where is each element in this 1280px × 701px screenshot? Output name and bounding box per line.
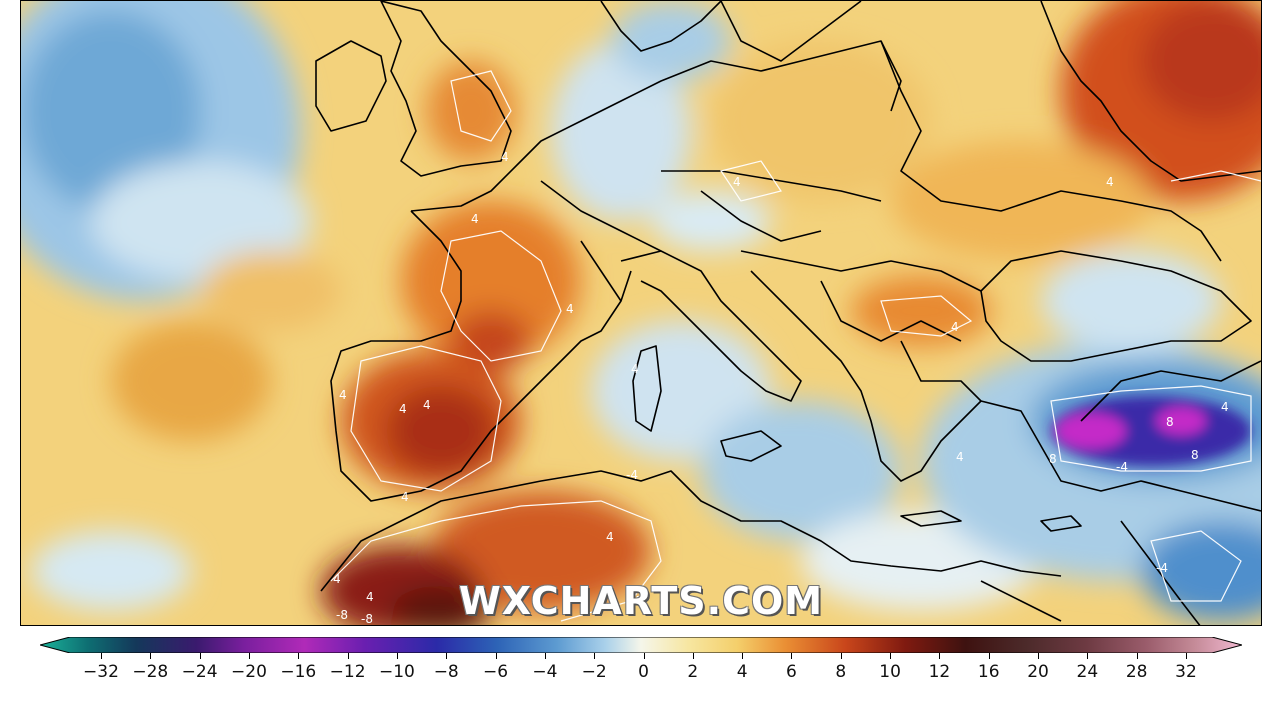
contour-label: 4 [471, 212, 479, 226]
colorbar-tick-mark [298, 653, 300, 659]
colorbar-tick-label: −10 [378, 662, 415, 682]
colorbar [40, 637, 1242, 653]
colorbar-tick-mark [742, 653, 744, 659]
contour-labels: 4 4 4 4 4 4 4 4 4 4 4 4 4 4 4 4 4 8 8 8 … [333, 150, 1229, 626]
colorbar-tick-mark [199, 653, 201, 659]
colorbar-tick-mark [1186, 653, 1187, 659]
contour-label: -4 [626, 468, 638, 482]
colorbar-tick-mark [840, 653, 842, 659]
colorbar-tick-label: 4 [736, 662, 748, 682]
colorbar-tick-label: −6 [483, 662, 509, 682]
colorbar-tick-mark [101, 653, 102, 659]
contours [330, 70, 1261, 622]
anomaly-core [1051, 396, 1251, 466]
anomaly-map: 4 4 4 4 4 4 4 4 4 4 4 4 4 4 4 4 4 8 8 8 … [20, 0, 1262, 626]
colorbar-tick-mark [396, 653, 398, 659]
contour-label: 4 [399, 402, 407, 416]
contour-label: 4 [423, 398, 431, 412]
contour-label: 4 [1221, 400, 1229, 414]
contour-label: 4 [339, 388, 347, 402]
colorbar-tick-label: −2 [581, 662, 607, 682]
colorbar-tick-label: 12 [928, 662, 951, 682]
colorbar-tick-label: −8 [433, 662, 459, 682]
contour-label: 4 [366, 590, 374, 604]
contour-label: 8 [1166, 415, 1174, 429]
colorbar-tick-mark [890, 653, 892, 659]
colorbar-tick-label: 8 [835, 662, 847, 682]
colorbar-tick-label: 24 [1076, 662, 1099, 682]
colorbar-tick-mark [544, 653, 546, 659]
colorbar-ticks: −32 −28 −24 −20 −16 −12 −10 −8 −6 −4 −2 0 2 4 6 8 10 12 16… [0, 660, 1280, 690]
contour-label: 4 [401, 490, 409, 504]
contour-label: 4 [951, 320, 959, 334]
colorbar-tick-mark [692, 653, 694, 659]
contour-label: 8 [1049, 452, 1057, 466]
contour-label: -8 [361, 612, 373, 626]
colorbar-tick-label: −4 [532, 662, 558, 682]
colorbar-tick-label: −20 [231, 662, 267, 682]
colorbar-tick-mark [347, 653, 349, 659]
colorbar-tick-mark [1038, 653, 1040, 659]
colorbar-tick-mark [446, 653, 448, 659]
colorbar-tick-mark [988, 653, 990, 659]
colorbar-tick-label: −32 [83, 662, 119, 682]
colorbar-tick-label: −12 [329, 662, 366, 682]
colorbar-tick-label: 0 [638, 662, 649, 682]
contour-label: 4 [1106, 175, 1114, 189]
colorbar-tick-label: 16 [977, 662, 1000, 682]
colorbar-tick-label: −24 [181, 662, 218, 682]
colorbar-tick-label: 2 [687, 662, 699, 682]
contour-label: -8 [336, 608, 348, 622]
contour-label: 4 [631, 362, 639, 376]
temperature-field [21, 1, 1261, 625]
colorbar-tick-mark [939, 653, 941, 659]
contour-label: 4 [733, 175, 741, 189]
colorbar-tick-label: 32 [1175, 662, 1197, 682]
contour-label: 4 [633, 594, 641, 608]
colorbar-tick-mark [150, 653, 152, 659]
colorbar-tick-mark [495, 653, 497, 659]
colorbar-tick-mark [1087, 653, 1089, 659]
colorbar-tick-mark [791, 653, 793, 659]
contour-label: 4 [501, 150, 509, 164]
contour-label: -4 [1156, 561, 1168, 575]
contour-label: 4 [606, 530, 614, 544]
coastlines [315, 1, 1261, 625]
map-canvas: 4 4 4 4 4 4 4 4 4 4 4 4 4 4 4 4 4 8 8 8 … [21, 1, 1261, 626]
colorbar-tick-label: 28 [1125, 662, 1148, 682]
contour-label: 4 [956, 450, 964, 464]
contour-label: 4 [566, 302, 574, 316]
colorbar-tick-label: −28 [132, 662, 169, 682]
contour-label: 4 [333, 572, 341, 586]
colorbar-tick-label: −16 [280, 662, 317, 682]
colorbar-tick-label: 10 [879, 662, 901, 682]
colorbar-tick-mark [1136, 653, 1138, 659]
contour-label: 8 [1191, 448, 1199, 462]
colorbar-tick-mark [643, 653, 645, 659]
colorbar-tick-mark [248, 653, 250, 659]
colorbar-tick-label: 6 [786, 662, 797, 682]
colorbar-tick-label: 20 [1027, 662, 1049, 682]
contour-label: -4 [1116, 460, 1128, 474]
colorbar-tick-mark [594, 653, 596, 659]
